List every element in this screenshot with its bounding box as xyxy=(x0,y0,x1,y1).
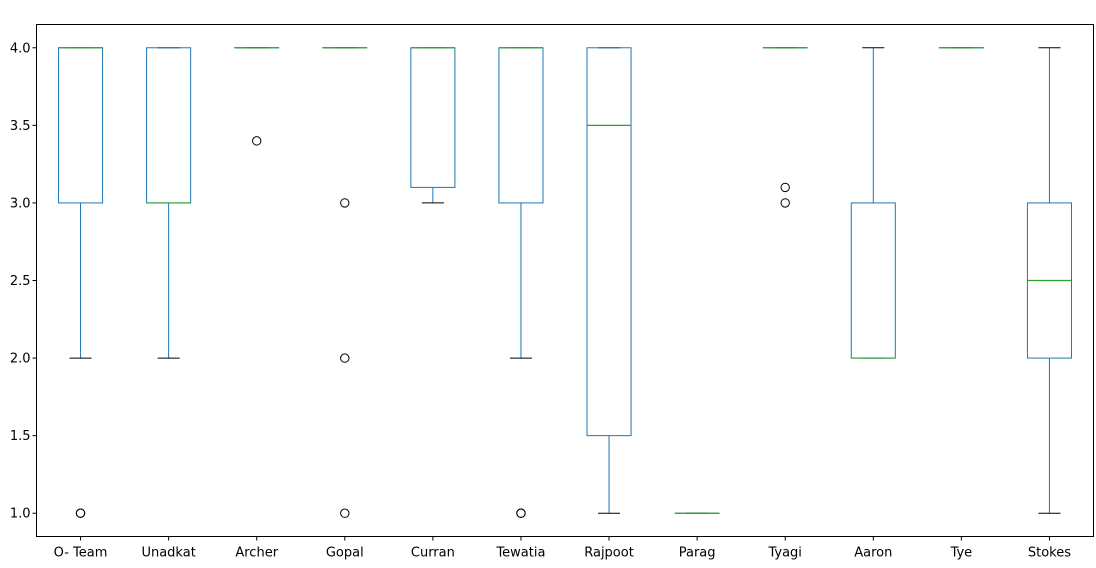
y-tick-label: 2.0 xyxy=(10,352,31,367)
x-tick-label: Parag xyxy=(679,546,716,561)
x-tick-label: Tewatia xyxy=(495,546,545,561)
x-tick-label: Aaron xyxy=(854,546,892,561)
flier-point xyxy=(516,508,526,518)
box-group xyxy=(762,47,808,208)
box-group xyxy=(410,47,456,204)
flier-point xyxy=(75,508,86,518)
y-tick-label: 1.0 xyxy=(10,507,31,522)
x-tick-label: Tyagi xyxy=(767,546,801,561)
box-group xyxy=(146,47,192,359)
flier-point xyxy=(340,508,350,518)
box-group xyxy=(322,47,368,518)
y-tick-label: 1.5 xyxy=(10,429,31,444)
x-tick-label: Unadkat xyxy=(141,546,195,561)
box-group xyxy=(234,47,280,146)
box-group xyxy=(498,47,544,518)
box-iqr xyxy=(410,47,456,188)
box-iqr xyxy=(58,47,104,204)
flier-point xyxy=(340,198,350,208)
box-iqr xyxy=(498,47,544,204)
box-iqr xyxy=(850,202,896,359)
plot-area xyxy=(58,47,1072,518)
x-tick-label: Stokes xyxy=(1028,546,1071,561)
y-tick-label: 2.5 xyxy=(10,274,31,289)
flier-point xyxy=(780,198,790,208)
box-group xyxy=(850,47,896,359)
box-iqr xyxy=(586,47,632,437)
y-tick-label: 3.5 xyxy=(10,119,31,134)
x-tick-label: Archer xyxy=(235,546,278,561)
flier-point xyxy=(340,353,350,363)
box-group xyxy=(1026,47,1072,514)
x-tick-label: Gopal xyxy=(326,546,364,561)
x-tick-label: O- Team xyxy=(54,546,108,561)
y-tick-label: 3.0 xyxy=(10,196,31,211)
plot-frame xyxy=(36,24,1094,537)
box-iqr xyxy=(146,47,192,204)
x-tick-label: Curran xyxy=(411,546,455,561)
box-group xyxy=(58,47,104,518)
flier-point xyxy=(780,182,790,193)
x-tick-label: Rajpoot xyxy=(584,546,634,561)
axes: O- Team Unadkat Archer Gopal Curran Tewatia Ra… xyxy=(10,41,1071,560)
flier-point xyxy=(252,136,262,146)
y-tick-label: 4.0 xyxy=(10,41,31,56)
box-group xyxy=(586,47,632,514)
x-tick-label: Tye xyxy=(950,546,973,561)
